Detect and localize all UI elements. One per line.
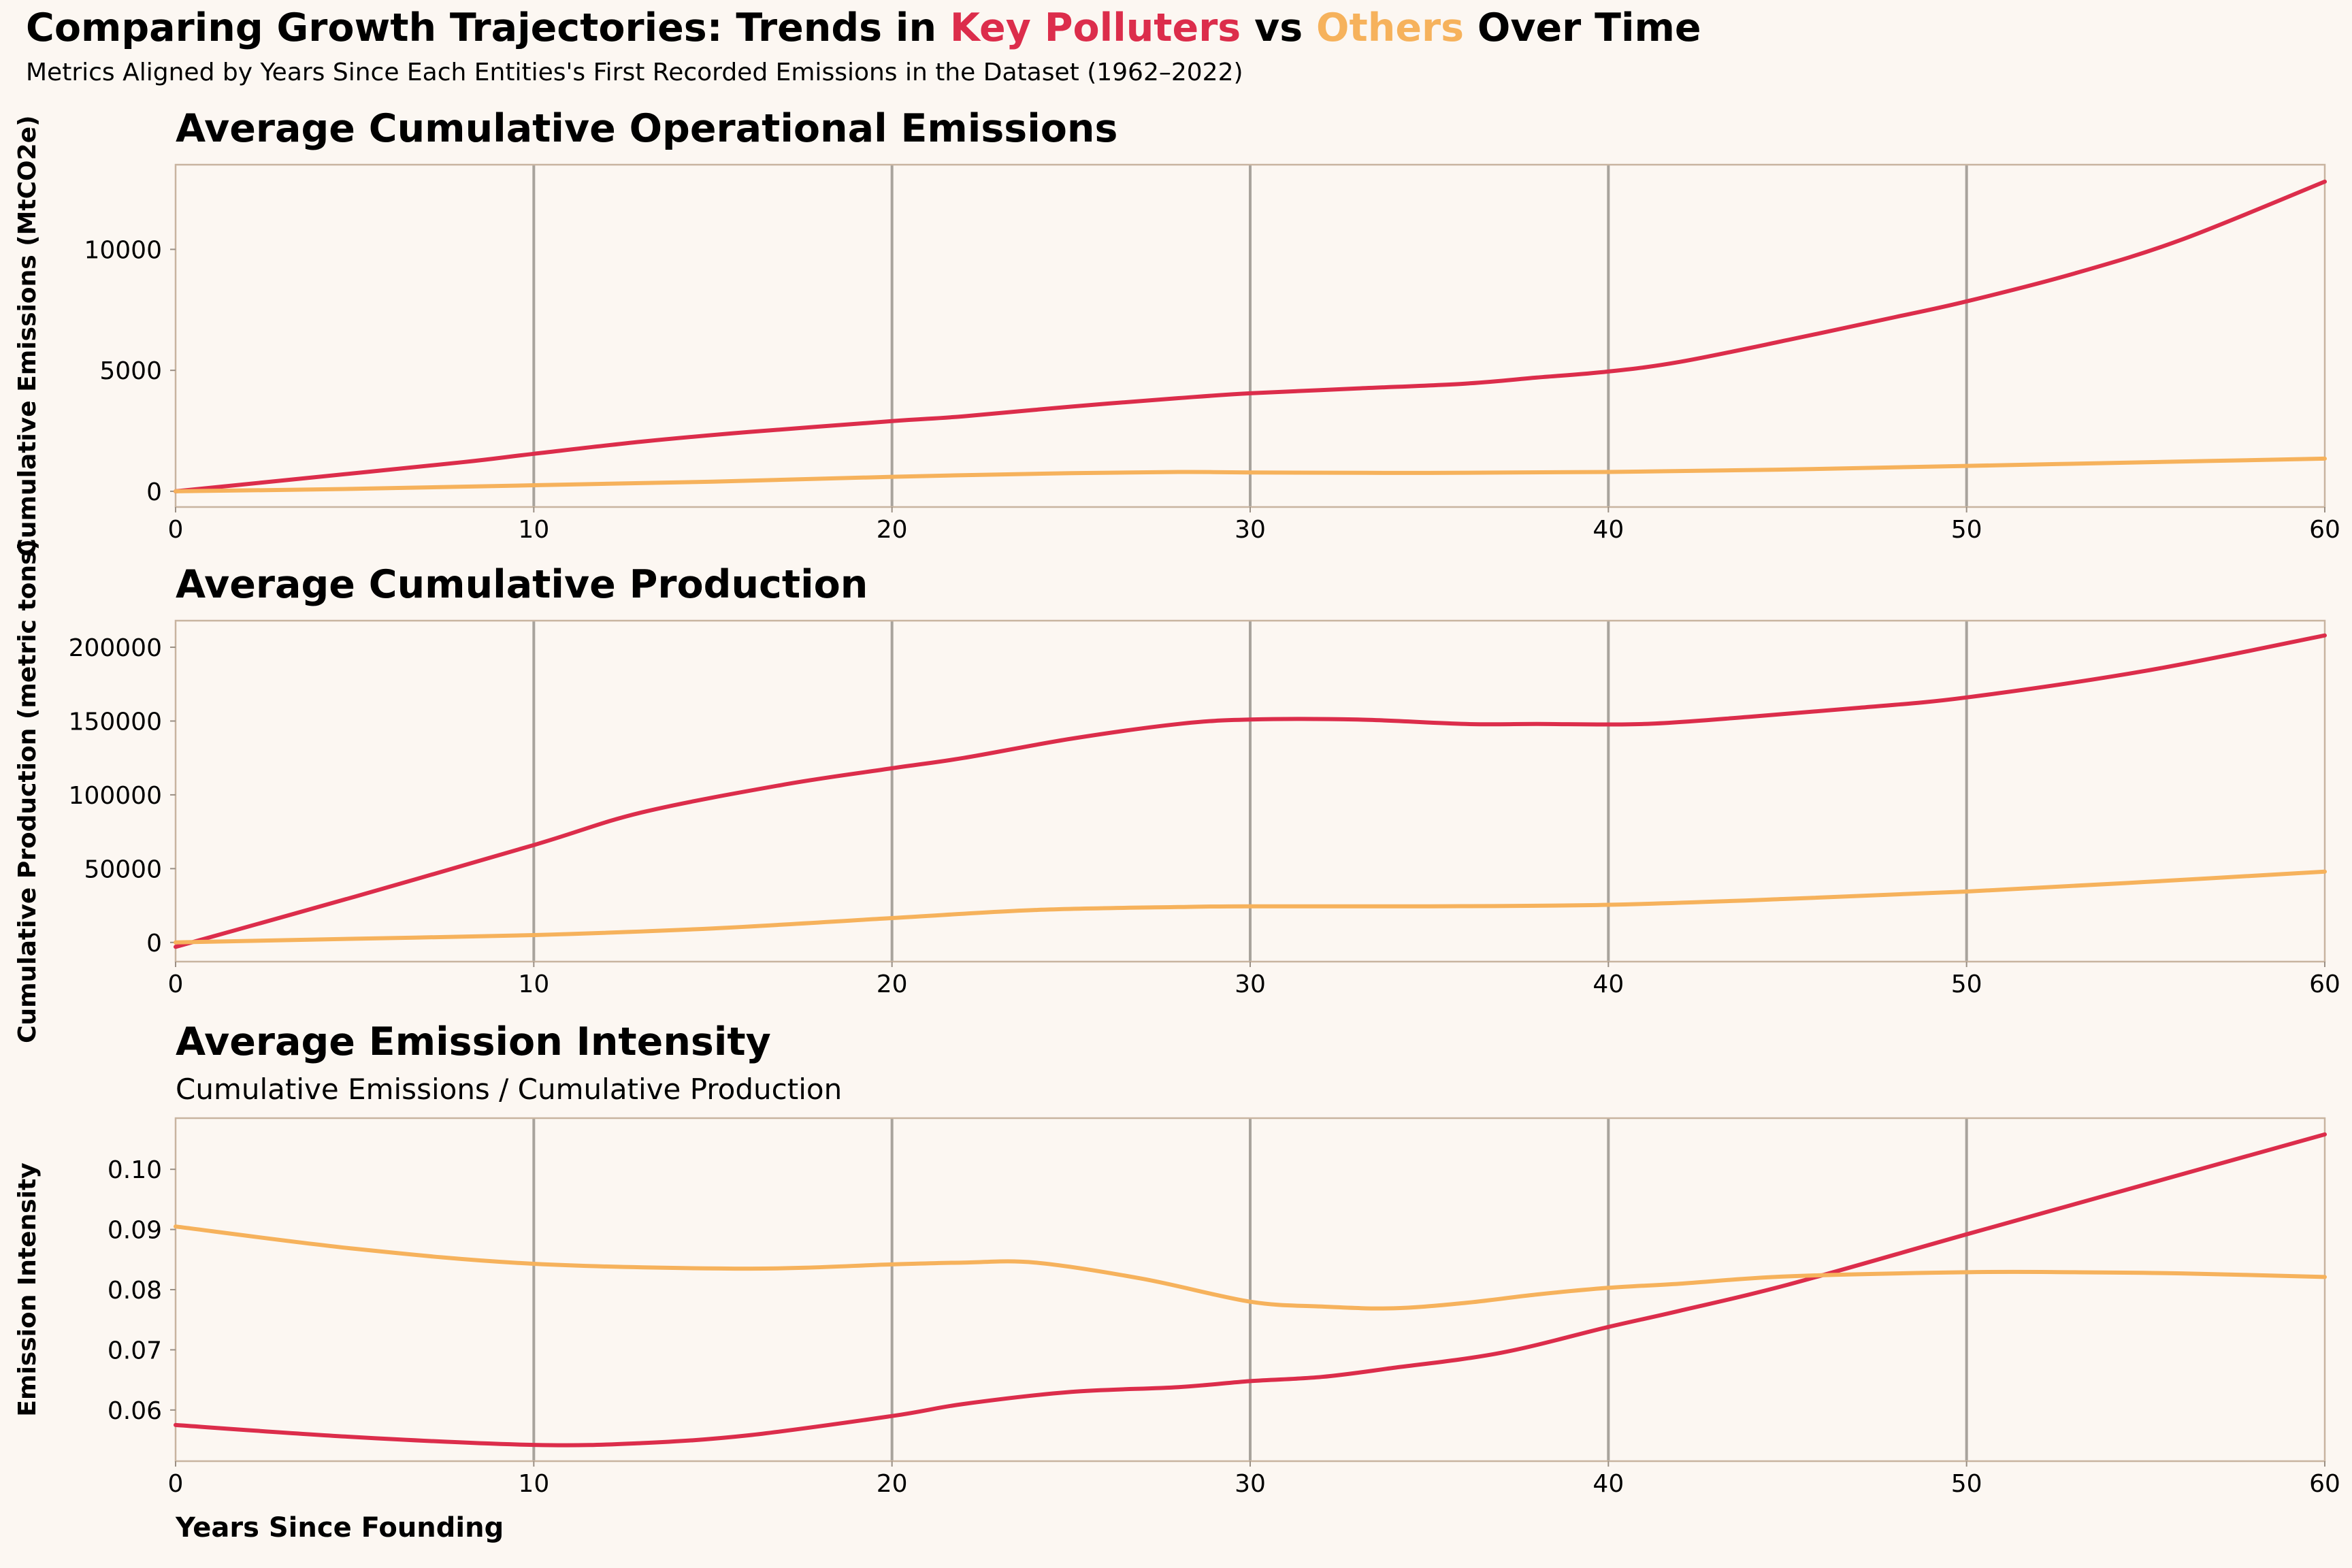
y-tick-label: 0.09 [108,1217,162,1245]
x-tick-label: 0 [168,516,184,544]
y-tick-label: 5000 [99,357,162,385]
y-tick-label: 0.10 [108,1156,162,1184]
y-axis-label: Cumulative Production (metric tons) [14,539,42,1043]
y-axis-label: Emission Intensity [14,1162,42,1416]
x-tick-label: 50 [1951,970,1982,998]
x-tick-label: 30 [1235,970,1266,998]
x-axis-label: Years Since Founding [175,1512,504,1544]
chart-subtitle: Metrics Aligned by Years Since Each Enti… [26,59,1243,86]
y-tick-label: 10000 [84,236,162,264]
y-tick-label: 200000 [69,634,162,662]
x-tick-label: 10 [518,1470,549,1498]
y-tick-label: 0.08 [108,1277,162,1305]
x-tick-label: 0 [168,1470,184,1498]
x-tick-label: 40 [1592,516,1624,544]
x-tick-label: 20 [877,516,908,544]
y-tick-label: 150000 [69,708,162,736]
y-tick-label: 0.07 [108,1337,162,1365]
panels: Average Cumulative Operational Emissions… [14,106,2340,1498]
series-line-others [174,1224,2327,1311]
x-tick-label: 0 [168,970,184,998]
panel-3: Average Emission Intensity Cumulative Emi… [14,1019,2340,1498]
x-tick-label: 60 [2309,970,2340,998]
panel-1: Average Cumulative Operational Emissions… [14,106,2340,557]
x-tick-label: 10 [518,970,549,998]
panel-2: Average Cumulative Production 0 10 20 30 40 50… [14,539,2340,1043]
y-tick-label: 0 [146,930,162,958]
series-line-others [174,869,2327,945]
x-tick-label: 40 [1592,1470,1624,1498]
x-tick-label: 50 [1951,516,1982,544]
panel-title: Average Cumulative Production [176,562,868,607]
y-tick-label: 50000 [84,855,162,883]
y-tick-label: 100000 [69,782,162,810]
x-tick-label: 10 [518,516,549,544]
panel-title: Average Emission Intensity [176,1019,771,1064]
x-tick-label: 60 [2309,1470,2340,1498]
series-line-key-polluters [174,633,2327,949]
y-tick-label: 0.06 [108,1397,162,1425]
y-tick-label: 0 [146,478,162,506]
x-tick-label: 60 [2309,516,2340,544]
x-tick-label: 20 [877,970,908,998]
title-vs: vs [1241,5,1316,50]
y-axis-label: Cumulative Emissions (MtCO2e) [14,115,42,556]
title-key-polluters: Key Polluters [950,5,1241,50]
series-line-key-polluters [174,179,2327,493]
panel-title: Average Cumulative Operational Emissions [176,106,1117,151]
title-part1: Comparing Growth Trajectories: Trends in [26,5,950,50]
x-tick-label: 50 [1951,1470,1982,1498]
x-tick-label: 20 [877,1470,908,1498]
x-tick-label: 30 [1235,516,1266,544]
title-part2: Over Time [1464,5,1701,50]
title-others: Others [1316,5,1464,50]
chart-title: Comparing Growth Trajectories: Trends in… [26,5,1701,50]
series-line-others [174,456,2327,493]
panel-subtitle: Cumulative Emissions / Cumulative Produc… [176,1073,842,1106]
x-tick-label: 30 [1235,1470,1266,1498]
x-tick-label: 40 [1592,970,1624,998]
series-line-key-polluters [174,1132,2327,1448]
